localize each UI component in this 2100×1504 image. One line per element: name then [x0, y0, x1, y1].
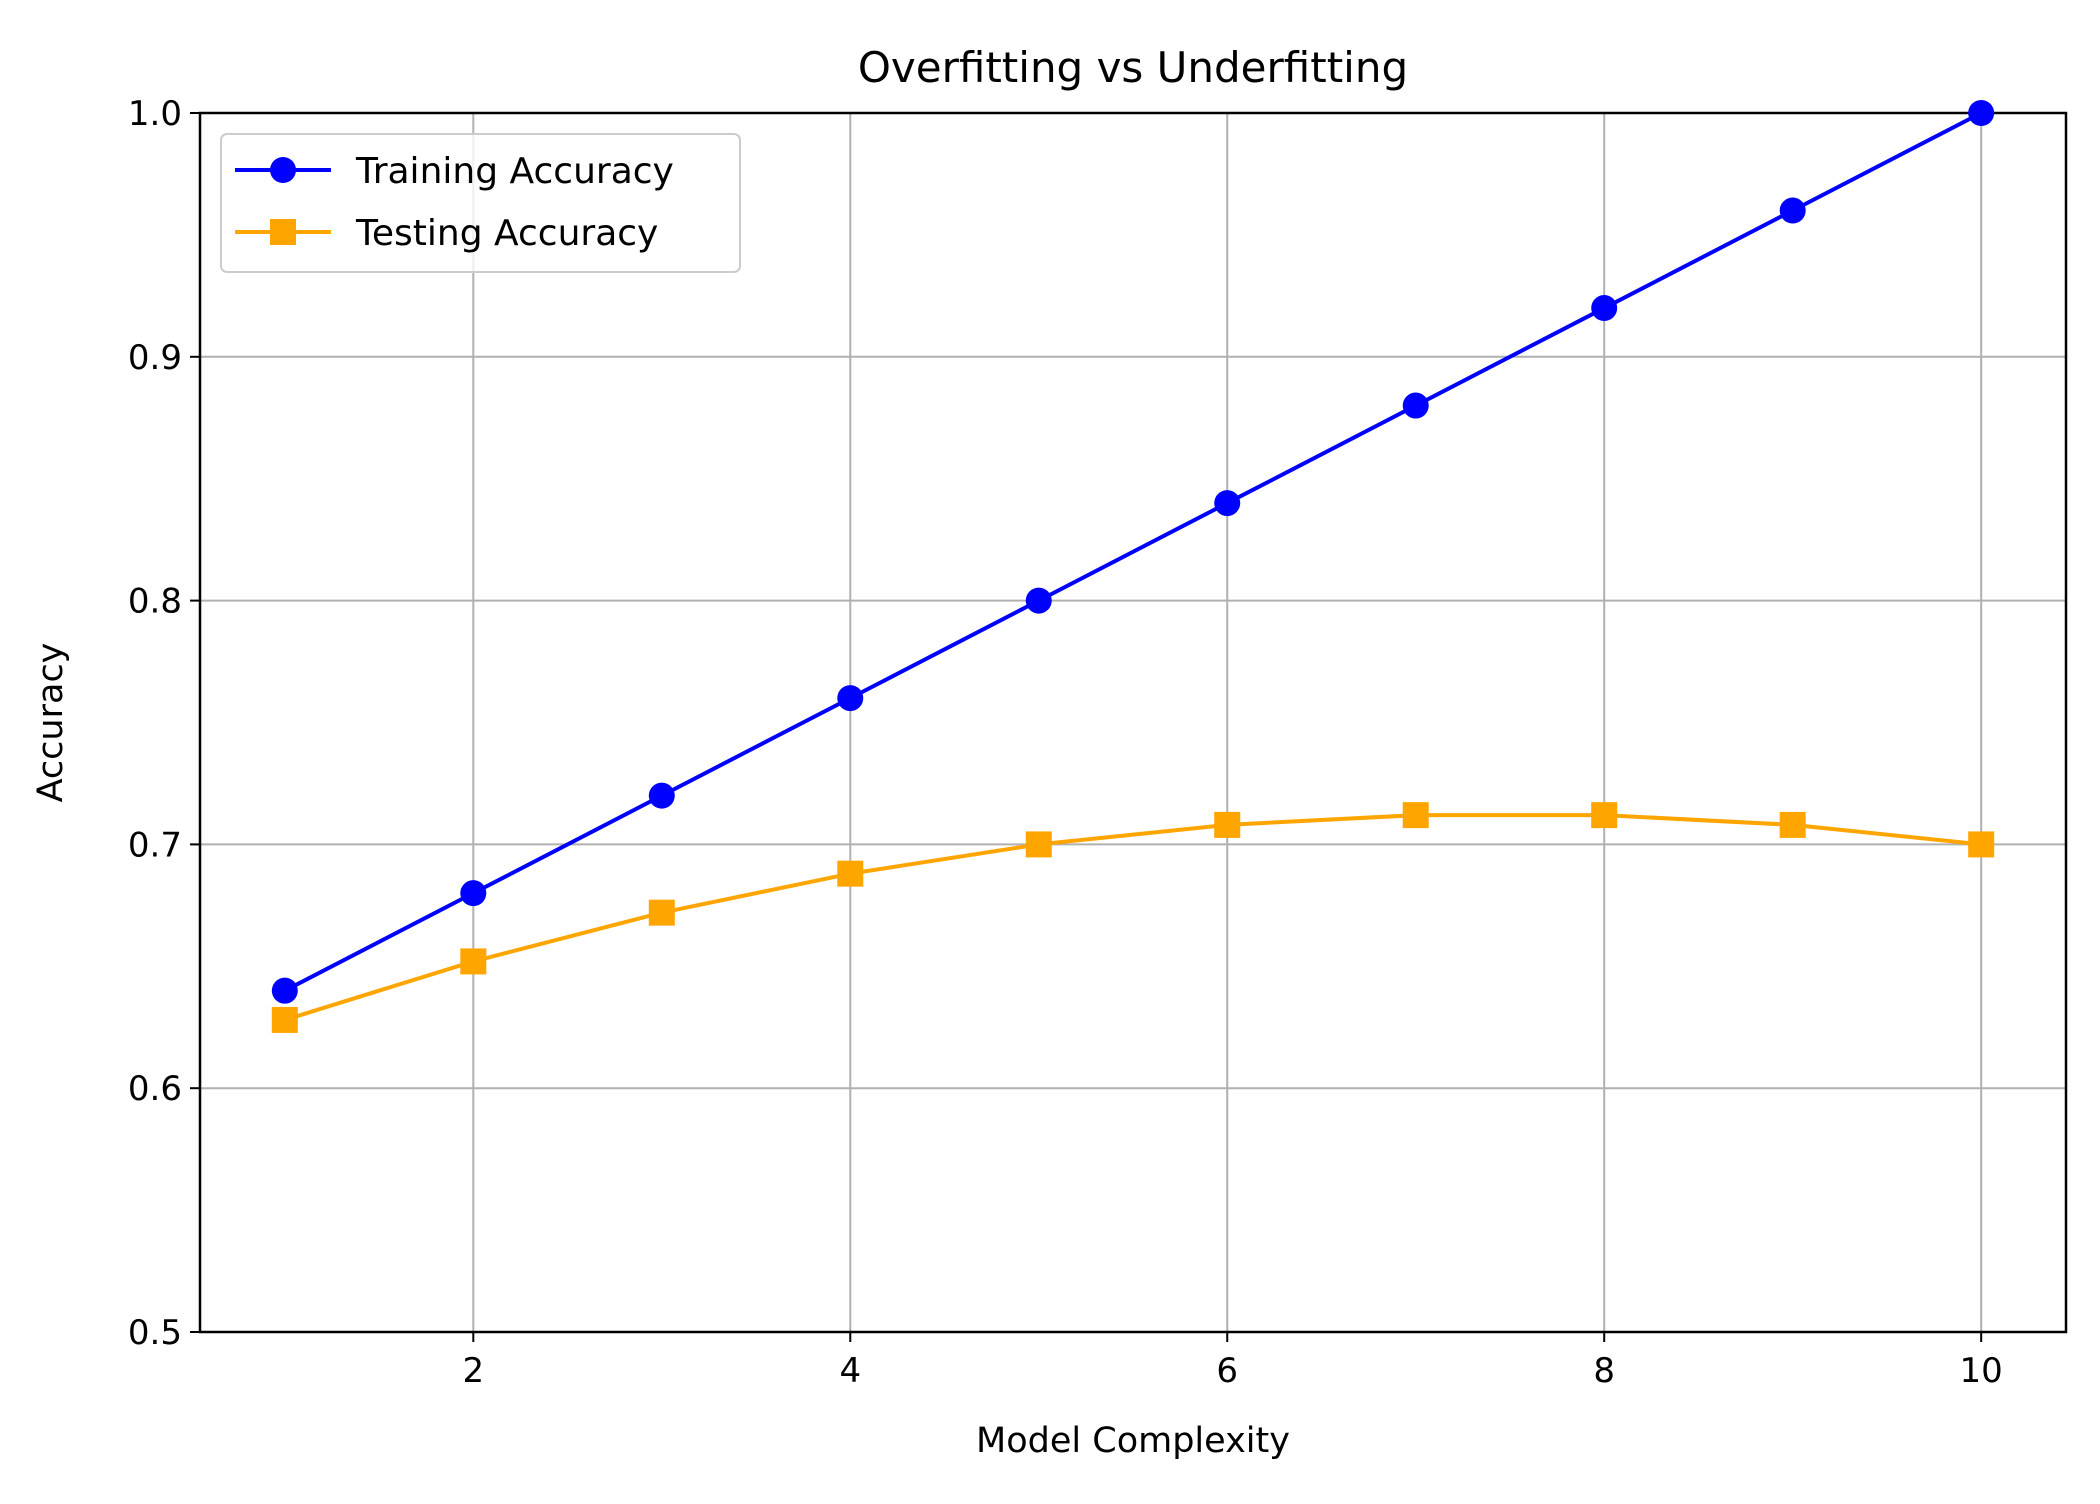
- x-tick-label: 8: [1593, 1351, 1615, 1391]
- legend-label: Training Accuracy: [355, 151, 674, 192]
- legend: Training Accuracy Testing Accuracy: [220, 133, 741, 273]
- data-point: [1214, 811, 1241, 838]
- y-tick-label: 1.0: [128, 94, 182, 134]
- data-point: [1025, 831, 1052, 858]
- y-tick-label: 0.6: [128, 1069, 182, 1109]
- series-training-accuracy: [271, 100, 1995, 1004]
- x-tick-label: 2: [462, 1351, 484, 1391]
- series-line: [283, 111, 1983, 993]
- data-point: [837, 860, 864, 887]
- chart-title: Overfitting vs Underfitting: [858, 43, 1408, 92]
- data-point: [1402, 392, 1429, 419]
- data-point: [1968, 831, 1995, 858]
- legend-box: [220, 133, 741, 273]
- data-point: [648, 899, 675, 926]
- y-tick-label: 0.9: [128, 338, 182, 378]
- data-point: [1402, 802, 1429, 829]
- y-tick-label: 0.8: [128, 582, 182, 622]
- data-series: [271, 100, 1995, 1033]
- data-point: [648, 782, 675, 809]
- x-tick-label: 10: [1960, 1351, 2003, 1391]
- data-point: [1214, 490, 1241, 517]
- y-tick-label: 0.5: [128, 1313, 182, 1353]
- legend-label: Testing Accuracy: [355, 213, 658, 254]
- y-axis-label: Accuracy: [31, 643, 71, 803]
- data-point: [460, 880, 487, 907]
- data-point: [1779, 811, 1806, 838]
- y-tick-label: 0.7: [128, 825, 182, 865]
- data-point: [271, 977, 298, 1004]
- x-tick-label: 4: [839, 1351, 861, 1391]
- data-point: [271, 1006, 298, 1033]
- plot-area-frame: [198, 111, 2068, 1334]
- axis-ticks: 2 4 6 8 10 0.5 0.6 0.7 0.8 0.9 1.0: [128, 94, 2003, 1391]
- series-line: [284, 813, 1982, 1022]
- grid: [200, 112, 2066, 1333]
- x-axis-label: Model Complexity: [976, 1421, 1290, 1461]
- data-point: [1591, 802, 1618, 829]
- legend-entry: Training Accuracy: [235, 151, 674, 192]
- legend-marker: [270, 157, 296, 183]
- data-point: [1025, 587, 1052, 614]
- data-point: [1779, 197, 1806, 224]
- legend-marker: [270, 219, 296, 245]
- x-tick-label: 6: [1216, 1351, 1238, 1391]
- series-testing-accuracy: [271, 802, 1995, 1033]
- legend-entry: Testing Accuracy: [235, 213, 658, 254]
- legend-entries: Training Accuracy Testing Accuracy: [235, 151, 674, 254]
- data-point: [460, 948, 487, 975]
- data-point: [1591, 295, 1618, 322]
- data-point: [837, 685, 864, 712]
- data-point: [1968, 100, 1995, 126]
